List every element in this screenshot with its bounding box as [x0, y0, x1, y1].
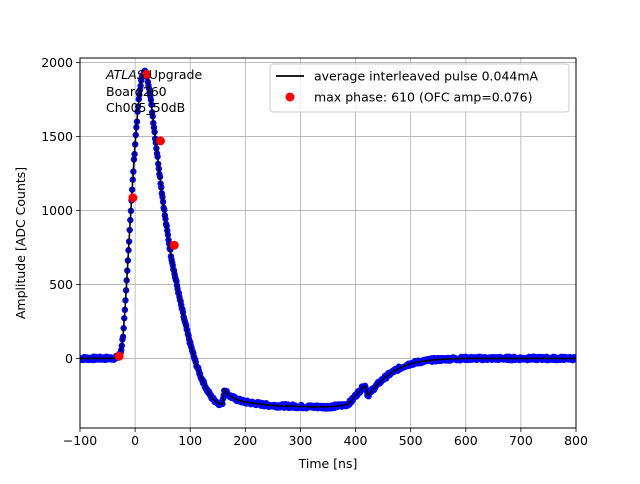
legend-label-max-phase: max phase: 610 (OFC amp=0.076): [314, 90, 532, 105]
x-tick-label: 200: [233, 433, 257, 448]
x-tick-label: 700: [509, 433, 533, 448]
max-phase-point: [114, 351, 124, 361]
annotation: ATLAS Upgrade Board260 Ch005_50dB: [105, 67, 202, 115]
x-tick-label: −100: [63, 433, 97, 448]
y-tick-label: 2000: [41, 55, 73, 70]
annotation-atlas: ATLAS: [105, 67, 145, 82]
x-tick-label: 300: [289, 433, 313, 448]
max-phase-point: [155, 136, 165, 146]
x-tick-label: 600: [454, 433, 478, 448]
annotation-line-1: ATLAS Upgrade: [105, 67, 202, 82]
x-tick-label: 500: [399, 433, 423, 448]
x-tick-label: 100: [178, 433, 202, 448]
max-phase-point: [142, 69, 152, 79]
y-tick-label: 1000: [41, 203, 73, 218]
legend: average interleaved pulse 0.044mA max ph…: [269, 63, 570, 113]
legend-marker-swatch: [285, 92, 295, 102]
plot-frame: [79, 57, 577, 429]
y-axis-label: Amplitude [ADC Counts]: [13, 167, 28, 319]
legend-box: [269, 63, 570, 113]
y-tick-label: 0: [65, 351, 73, 366]
legend-label-average-pulse: average interleaved pulse 0.044mA: [314, 69, 539, 84]
annotation-line-3: Ch005_50dB: [106, 100, 185, 115]
series-layer: [80, 67, 576, 412]
x-tick-label: 800: [564, 433, 588, 448]
y-tick-label: 1500: [41, 129, 73, 144]
average-pulse-line: [80, 69, 576, 408]
x-axis-label: Time [ns]: [298, 456, 358, 471]
annotation-line-2: Board260: [106, 84, 167, 99]
x-tick-label: 400: [344, 433, 368, 448]
annotation-upgrade: Upgrade: [145, 67, 203, 82]
axis-ticks: −100 0 100 200 300 400 500 600 700 800 0 500 1000 150…: [41, 55, 588, 448]
max-phase-point: [169, 240, 179, 250]
max-phase-point: [128, 193, 138, 203]
plot-area: [80, 58, 576, 428]
x-tick-label: 0: [131, 433, 139, 448]
y-tick-label: 500: [49, 277, 73, 292]
